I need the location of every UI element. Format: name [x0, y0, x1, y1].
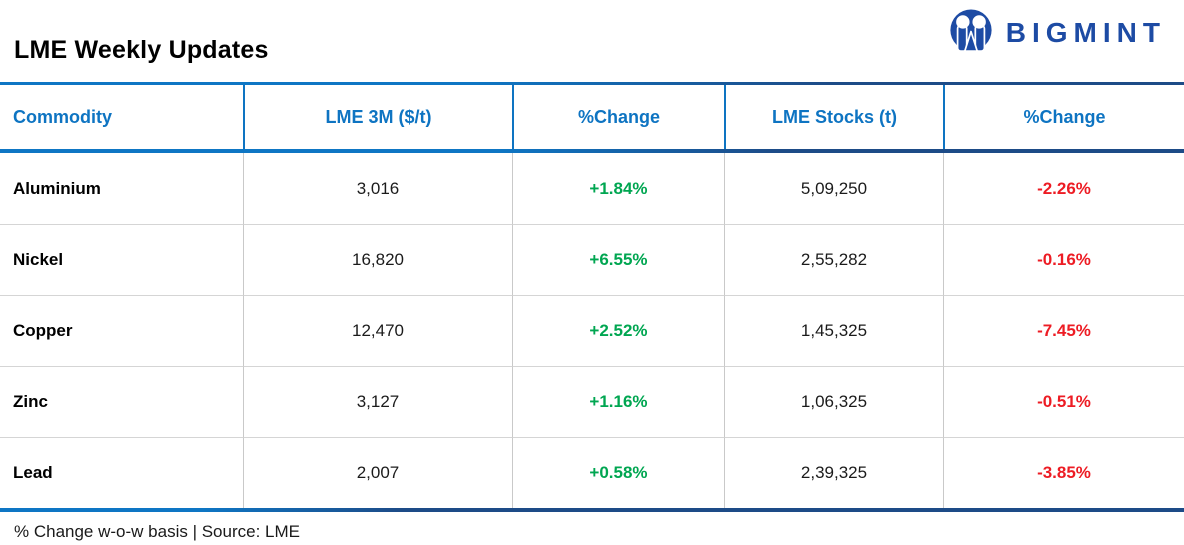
table-row-stocks: 5,09,250: [724, 153, 943, 224]
table-row-lme-3m: 16,820: [243, 224, 512, 295]
table-row-price-change: +2.52%: [512, 295, 724, 366]
top-bar: LME Weekly Updates BIGMINT: [0, 0, 1184, 82]
table-row-stocks-change: -0.16%: [943, 224, 1184, 295]
table-row-lme-3m: 3,127: [243, 366, 512, 437]
table-row-price-change: +6.55%: [512, 224, 724, 295]
column-header-lme-3m: LME 3M ($/t): [243, 85, 512, 149]
table-row-stocks: 2,55,282: [724, 224, 943, 295]
table-row-lme-3m: 12,470: [243, 295, 512, 366]
table-bottom-rule: [0, 508, 1184, 512]
table-row-stocks-change: -2.26%: [943, 153, 1184, 224]
table-row-commodity: Nickel: [0, 224, 243, 295]
brand-logo: BIGMINT: [948, 8, 1166, 56]
commodity-table: Commodity LME 3M ($/t) %Change LME Stock…: [0, 85, 1184, 512]
table-row-commodity: Zinc: [0, 366, 243, 437]
header-divider-rule: [0, 149, 1184, 153]
table-row-stocks: 2,39,325: [724, 437, 943, 508]
table-row-commodity: Copper: [0, 295, 243, 366]
table-row-price-change: +1.84%: [512, 153, 724, 224]
brand-name: BIGMINT: [1005, 17, 1166, 48]
table-top-rule: [0, 82, 1184, 85]
page-title: LME Weekly Updates: [14, 36, 269, 64]
table-row-lme-3m: 3,016: [243, 153, 512, 224]
table-row-stocks: 1,45,325: [724, 295, 943, 366]
source-footnote: % Change w-o-w basis | Source: LME: [14, 522, 300, 541]
bigmint-people-m-icon: [948, 8, 994, 56]
table-row-commodity: Lead: [0, 437, 243, 508]
table-row-lme-3m: 2,007: [243, 437, 512, 508]
table-row-stocks: 1,06,325: [724, 366, 943, 437]
table-row-stocks-change: -0.51%: [943, 366, 1184, 437]
table-row-commodity: Aluminium: [0, 153, 243, 224]
column-header-lme-stocks: LME Stocks (t): [724, 85, 943, 149]
column-header-price-change: %Change: [512, 85, 724, 149]
table-row-stocks-change: -7.45%: [943, 295, 1184, 366]
column-header-commodity: Commodity: [13, 106, 112, 127]
table-row-price-change: +0.58%: [512, 437, 724, 508]
column-header-stocks-change: %Change: [943, 85, 1184, 149]
table-row-price-change: +1.16%: [512, 366, 724, 437]
table-row-stocks-change: -3.85%: [943, 437, 1184, 508]
